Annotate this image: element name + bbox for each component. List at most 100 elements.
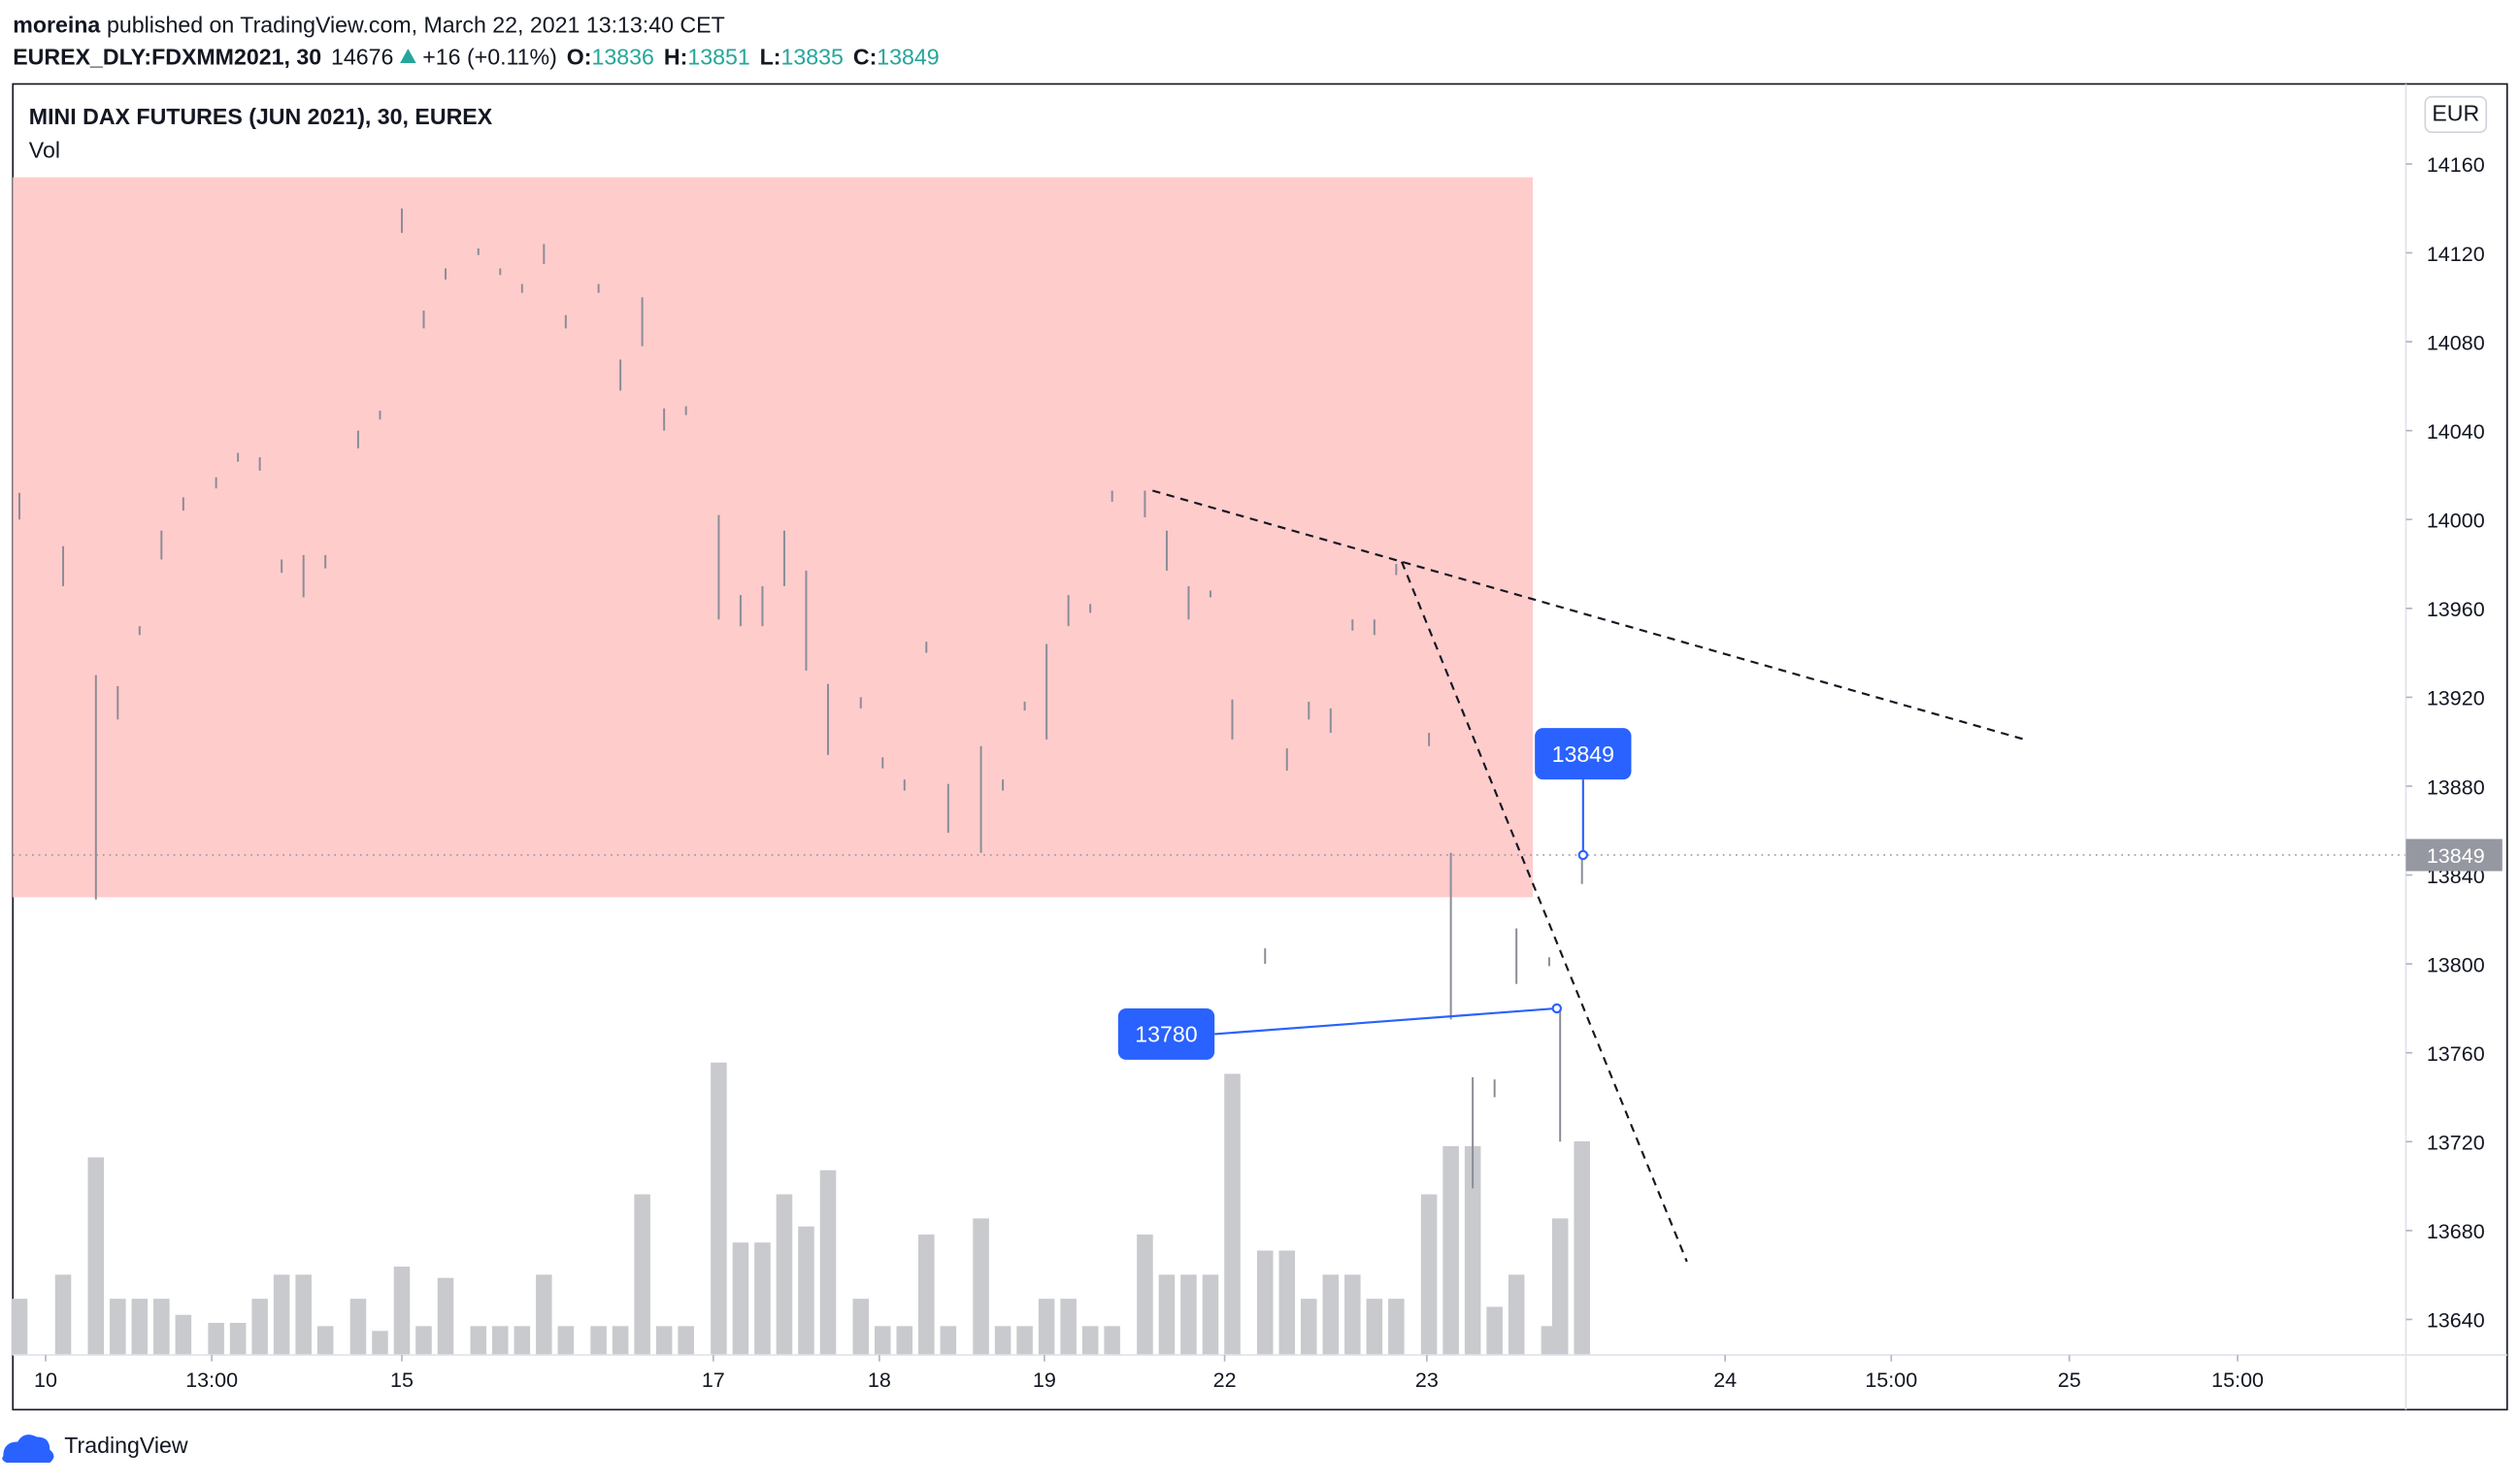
volume-bar bbox=[1060, 1299, 1077, 1356]
chart-title: MINI DAX FUTURES (JUN 2021), 30, EUREX bbox=[29, 104, 493, 129]
volume-bar bbox=[1388, 1299, 1405, 1356]
y-tick-label: 14160 bbox=[2427, 153, 2485, 177]
close: 13849 bbox=[877, 45, 939, 70]
volume-bar bbox=[1322, 1274, 1340, 1356]
volume-bar bbox=[634, 1194, 650, 1356]
plot: 13849 13780 bbox=[11, 177, 2406, 1356]
volume-bar bbox=[1486, 1306, 1503, 1356]
volume-bar bbox=[492, 1326, 509, 1356]
x-tick-label: 15:00 bbox=[1865, 1369, 1917, 1392]
last: 14676 bbox=[331, 45, 393, 70]
brand: TradingView bbox=[64, 1433, 188, 1458]
y-tick-label: 13760 bbox=[2427, 1042, 2485, 1066]
volume-bar bbox=[470, 1326, 487, 1356]
volume-bar bbox=[918, 1234, 935, 1356]
y-tick-label: 13640 bbox=[2427, 1309, 2485, 1333]
y-tick-label: 13800 bbox=[2427, 953, 2485, 976]
volume-bar bbox=[1508, 1274, 1525, 1356]
volume-bar bbox=[229, 1322, 247, 1356]
volume-bar bbox=[251, 1299, 268, 1356]
volume-bar bbox=[1442, 1145, 1459, 1356]
volume-bar bbox=[732, 1242, 749, 1356]
volume-bar bbox=[711, 1062, 727, 1356]
open-label: O: bbox=[567, 45, 592, 70]
volume-bar bbox=[514, 1326, 531, 1356]
price-label-text: 13849 bbox=[1552, 742, 1614, 767]
volume-bar bbox=[1366, 1299, 1383, 1356]
currency[interactable]: EUR bbox=[2432, 101, 2479, 126]
volume-bar bbox=[1301, 1299, 1317, 1356]
volume-bar bbox=[1081, 1326, 1099, 1356]
y-tick-label: 14120 bbox=[2427, 243, 2485, 266]
logo-icon bbox=[2, 1435, 54, 1464]
y-tick-label: 13960 bbox=[2427, 598, 2485, 621]
volume-bar bbox=[1016, 1326, 1033, 1356]
y-tick-label: 14000 bbox=[2427, 510, 2485, 533]
change: +16 (+0.11%) bbox=[422, 45, 557, 70]
volume-bar bbox=[590, 1326, 607, 1356]
volume-bar bbox=[852, 1299, 870, 1356]
price-axis: 1364013680137201376013800138401388013920… bbox=[34, 153, 2485, 1392]
last-price-tag bbox=[2405, 839, 2503, 872]
low-label: L: bbox=[760, 45, 781, 70]
volume-bar bbox=[1278, 1250, 1296, 1356]
y-tick-label: 13680 bbox=[2427, 1220, 2485, 1243]
volume-bar bbox=[437, 1277, 454, 1356]
x-tick-label: 22 bbox=[1213, 1369, 1237, 1392]
volume-label: Vol bbox=[29, 138, 60, 163]
x-tick-label: 18 bbox=[868, 1369, 891, 1392]
y-tick-label: 13720 bbox=[2427, 1132, 2485, 1155]
x-tick-label: 15 bbox=[390, 1369, 414, 1392]
volume-bar bbox=[1420, 1194, 1438, 1356]
price-label-connector bbox=[1214, 1006, 1557, 1036]
currency-button[interactable] bbox=[2424, 95, 2488, 134]
x-tick-label: 24 bbox=[1713, 1369, 1737, 1392]
price-label-point bbox=[1577, 849, 1589, 861]
last-price-tag-label: 13849 bbox=[2427, 844, 2485, 868]
volume-bar bbox=[896, 1326, 913, 1356]
volume-bar bbox=[1137, 1234, 1153, 1356]
x-tick-label: 13:00 bbox=[185, 1369, 238, 1392]
volume-bar bbox=[776, 1194, 793, 1356]
low: 13835 bbox=[781, 45, 844, 70]
volume-bar bbox=[1464, 1145, 1481, 1356]
volume-bar bbox=[536, 1274, 552, 1356]
volume-bar bbox=[1256, 1250, 1274, 1356]
y-tick-label: 13920 bbox=[2427, 687, 2485, 710]
y-tick-label: 14080 bbox=[2427, 331, 2485, 354]
volume-bar bbox=[1104, 1326, 1120, 1356]
volume-bar bbox=[273, 1274, 290, 1356]
volume-bar bbox=[87, 1157, 105, 1356]
volume-bar bbox=[1344, 1274, 1361, 1356]
volume-bar bbox=[11, 1299, 28, 1356]
x-tick-label: 10 bbox=[34, 1369, 57, 1392]
volume-bar bbox=[1551, 1218, 1569, 1356]
open: 13836 bbox=[592, 45, 654, 70]
symbol: EUREX_DLY:FDXMM2021, 30 bbox=[13, 45, 321, 70]
volume-bar bbox=[1202, 1274, 1219, 1356]
volume-bar bbox=[131, 1299, 149, 1356]
x-tick-label: 15:00 bbox=[2211, 1369, 2264, 1392]
volume-bar bbox=[295, 1274, 312, 1356]
up-arrow bbox=[400, 49, 416, 63]
volume-bar bbox=[415, 1326, 432, 1356]
x-tick-label: 17 bbox=[702, 1369, 725, 1392]
x-tick-label: 23 bbox=[1415, 1369, 1439, 1392]
volume-bar bbox=[349, 1299, 367, 1356]
volume-bar bbox=[874, 1326, 891, 1356]
x-tick-label: 19 bbox=[1033, 1369, 1056, 1392]
close-label: C: bbox=[853, 45, 877, 70]
y-tick-label: 14040 bbox=[2427, 420, 2485, 444]
high: 13851 bbox=[687, 45, 749, 70]
x-tick-label: 25 bbox=[2058, 1369, 2081, 1392]
publish-line: moreina published on TradingView.com, Mar… bbox=[13, 13, 724, 38]
zone bbox=[13, 177, 1534, 898]
volume-bar bbox=[994, 1326, 1011, 1356]
volume-bar bbox=[557, 1326, 575, 1356]
trend-line bbox=[1152, 489, 2025, 741]
volume-bar bbox=[1180, 1274, 1197, 1356]
volume-bar bbox=[612, 1326, 629, 1356]
volume-bar bbox=[819, 1170, 837, 1356]
